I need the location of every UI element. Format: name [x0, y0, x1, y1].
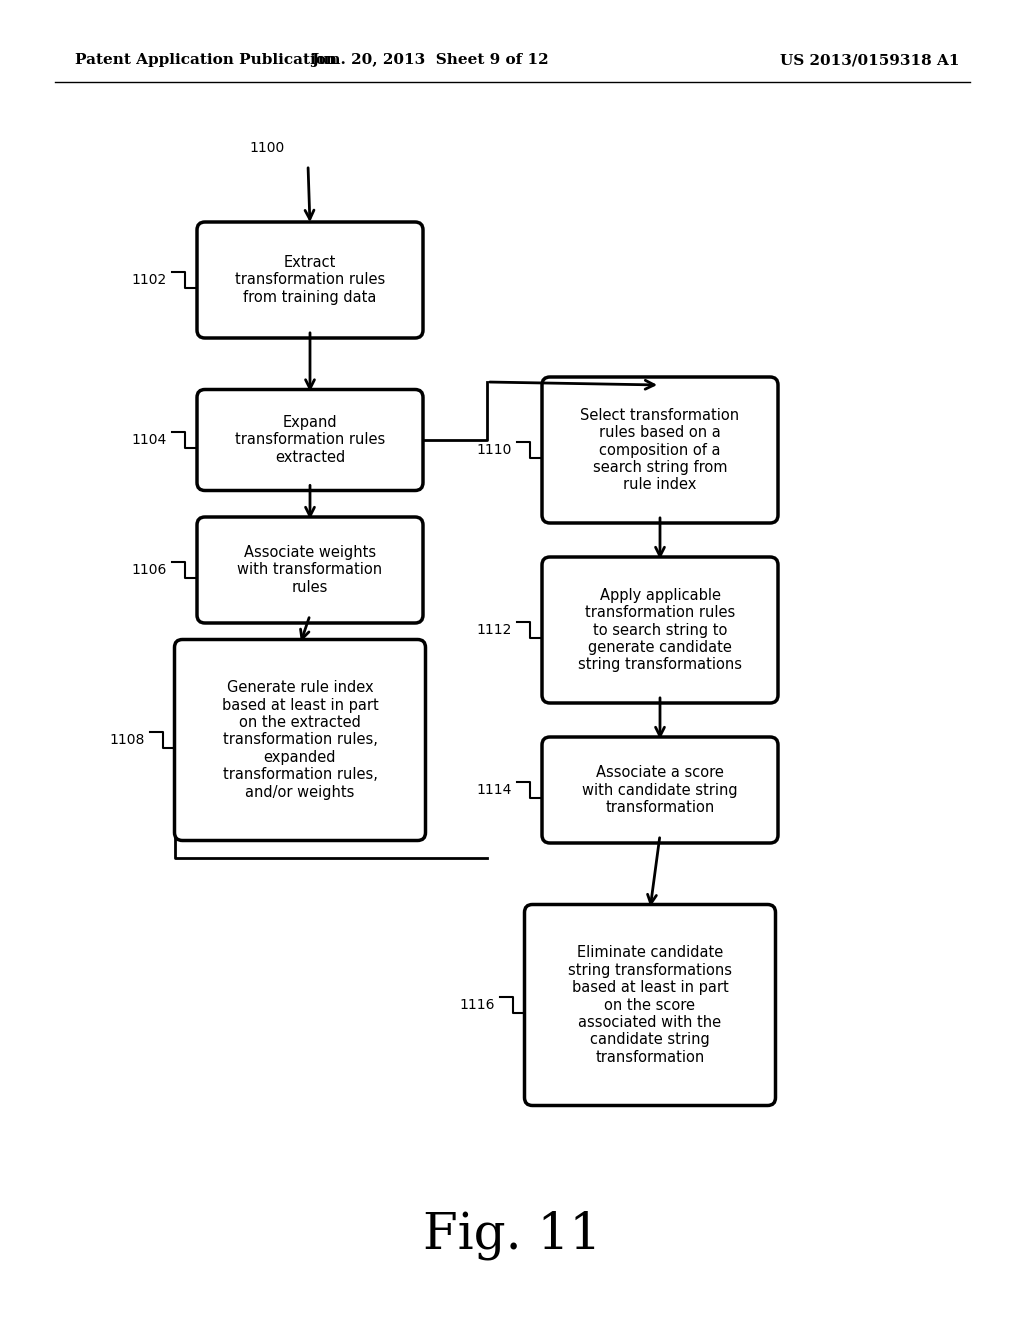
- Text: Patent Application Publication: Patent Application Publication: [75, 53, 337, 67]
- Text: 1106: 1106: [132, 564, 167, 577]
- FancyBboxPatch shape: [542, 737, 778, 843]
- Text: Extract
transformation rules
from training data: Extract transformation rules from traini…: [234, 255, 385, 305]
- Text: 1104: 1104: [132, 433, 167, 447]
- Text: Generate rule index
based at least in part
on the extracted
transformation rules: Generate rule index based at least in pa…: [221, 680, 379, 800]
- Text: 1116: 1116: [459, 998, 495, 1012]
- FancyBboxPatch shape: [197, 517, 423, 623]
- FancyBboxPatch shape: [524, 904, 775, 1106]
- Text: Apply applicable
transformation rules
to search string to
generate candidate
str: Apply applicable transformation rules to…: [578, 587, 742, 672]
- Text: US 2013/0159318 A1: US 2013/0159318 A1: [780, 53, 961, 67]
- Text: Associate a score
with candidate string
transformation: Associate a score with candidate string …: [583, 766, 738, 814]
- FancyBboxPatch shape: [542, 378, 778, 523]
- Text: Expand
transformation rules
extracted: Expand transformation rules extracted: [234, 414, 385, 465]
- Text: 1102: 1102: [132, 273, 167, 286]
- Text: Eliminate candidate
string transformations
based at least in part
on the score
a: Eliminate candidate string transformatio…: [568, 945, 732, 1065]
- Text: 1112: 1112: [476, 623, 512, 638]
- Text: Associate weights
with transformation
rules: Associate weights with transformation ru…: [238, 545, 383, 595]
- Text: 1100: 1100: [250, 141, 285, 154]
- Text: 1114: 1114: [476, 783, 512, 797]
- Text: Select transformation
rules based on a
composition of a
search string from
rule : Select transformation rules based on a c…: [581, 408, 739, 492]
- Text: 1108: 1108: [110, 733, 144, 747]
- FancyBboxPatch shape: [197, 389, 423, 491]
- Text: Fig. 11: Fig. 11: [423, 1210, 601, 1259]
- FancyBboxPatch shape: [197, 222, 423, 338]
- Text: Jun. 20, 2013  Sheet 9 of 12: Jun. 20, 2013 Sheet 9 of 12: [311, 53, 549, 67]
- FancyBboxPatch shape: [174, 639, 426, 841]
- Text: 1110: 1110: [476, 444, 512, 457]
- FancyBboxPatch shape: [542, 557, 778, 704]
